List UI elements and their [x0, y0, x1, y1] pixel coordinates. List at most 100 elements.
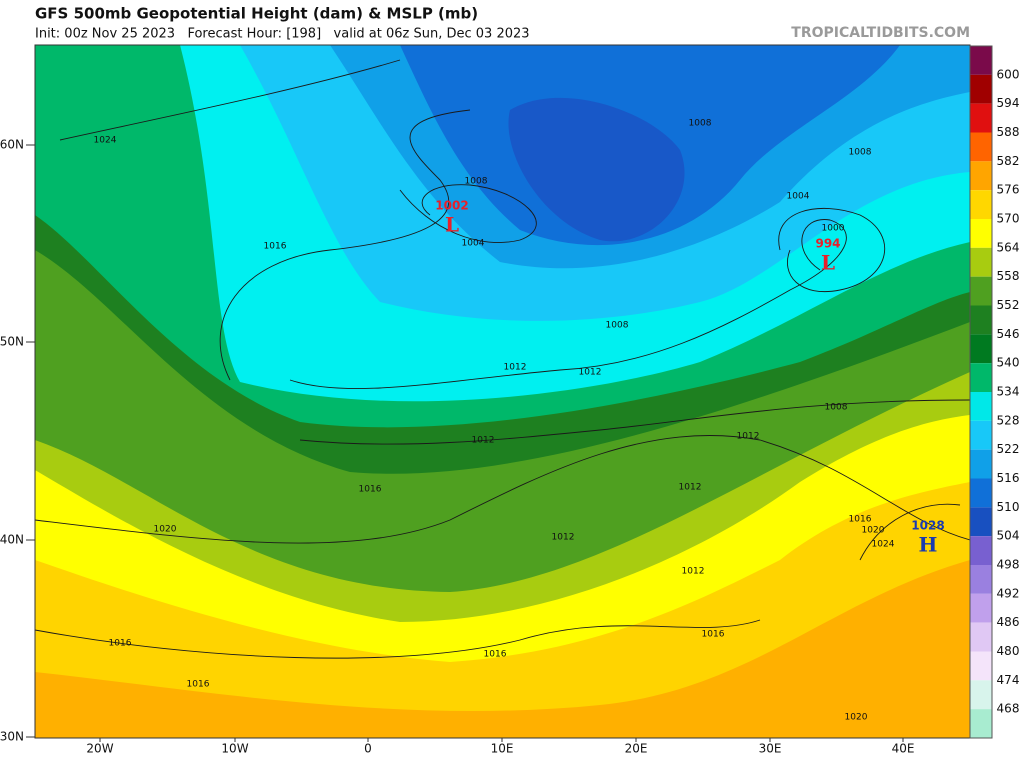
colorbar-cell	[970, 709, 992, 738]
colorbar-label: 510	[997, 500, 1020, 514]
colorbar-label: 588	[997, 125, 1020, 139]
colorbar-cell	[970, 219, 992, 248]
colorbar-cell	[970, 334, 992, 364]
isobar-label: 1012	[552, 533, 575, 543]
isobar-label: 1012	[679, 483, 702, 493]
lat-label: 40N	[0, 533, 24, 547]
isobar-label: 1016	[484, 650, 507, 660]
colorbar-label: 594	[997, 96, 1020, 110]
colorbar-cell	[970, 392, 992, 421]
colorbar-cell	[970, 46, 992, 75]
isobar-label: 1012	[737, 432, 760, 442]
isobar-label: 1004	[787, 192, 810, 202]
title: GFS 500mb Geopotential Height (dam) & MS…	[35, 5, 478, 23]
isobar-label: 1016	[187, 680, 210, 690]
lon-label: 0	[364, 742, 372, 756]
isobar-label: 1012	[472, 436, 495, 446]
lon-label: 20W	[86, 742, 113, 756]
isobar-label: 1024	[872, 540, 895, 550]
colorbar-cell	[970, 420, 992, 450]
colorbar-label: 552	[997, 298, 1020, 312]
colorbar-cell	[970, 132, 992, 162]
colorbar-cell	[970, 190, 992, 219]
colorbar-label: 504	[997, 529, 1020, 543]
colorbar-label: 516	[997, 471, 1020, 485]
colorbar-cell	[970, 247, 992, 277]
lon-label: 20E	[625, 742, 648, 756]
center-letter: H	[919, 533, 938, 557]
colorbar-cell	[970, 565, 992, 594]
colorbar-label: 546	[997, 327, 1020, 341]
isobar-label: 1008	[465, 177, 488, 187]
center-value: 1028	[911, 519, 944, 533]
isobar-label: 1012	[579, 368, 602, 378]
isobar-label: 1020	[154, 525, 177, 535]
lon-label: 10E	[491, 742, 514, 756]
colorbar-label: 480	[997, 644, 1020, 658]
isobar-label: 1016	[264, 242, 287, 252]
center-letter: L	[445, 213, 459, 237]
colorbar-cell	[970, 305, 992, 335]
band	[508, 97, 685, 242]
colorbar-label: 486	[997, 615, 1020, 629]
colorbar-label: 576	[997, 183, 1020, 197]
colorbar-cell	[970, 593, 992, 623]
colorbar-cell	[970, 622, 992, 652]
isobar-label: 1008	[606, 321, 629, 331]
colorbar-cell	[970, 103, 992, 133]
center-value: 1002	[435, 199, 468, 213]
isobar-label: 1012	[504, 363, 527, 373]
colorbar-cell	[970, 536, 992, 565]
colorbar-frame	[969, 45, 993, 739]
isobar-label: 1016	[702, 630, 725, 640]
colorbar-cell	[970, 161, 992, 191]
colorbar-cell	[970, 507, 992, 537]
isobar-label: 1020	[862, 526, 885, 536]
isobar-label: 1012	[682, 567, 705, 577]
colorbar-label: 564	[997, 240, 1020, 254]
lat-label: 60N	[0, 138, 24, 152]
lon-label: 40E	[892, 742, 915, 756]
colorbar-label: 468	[997, 702, 1020, 716]
colorbar-cell	[970, 363, 992, 392]
isobars	[35, 59, 970, 659]
colorbar-cell	[970, 680, 992, 710]
colorbar-label: 474	[997, 673, 1020, 687]
isobar-label: 1000	[822, 224, 845, 234]
colorbar-label: 492	[997, 586, 1020, 600]
colorbar-label: 534	[997, 385, 1020, 399]
subtitle: Init: 00z Nov 25 2023 Forecast Hour: [19…	[35, 27, 530, 42]
colorbar-label: 522	[997, 442, 1020, 456]
center-value: 994	[815, 237, 840, 251]
colorbar-label: 540	[997, 356, 1020, 370]
colorbar-label: 570	[997, 212, 1020, 226]
colorbar-label: 528	[997, 413, 1020, 427]
lon-label: 10W	[221, 742, 248, 756]
isobar-label: 1008	[849, 148, 872, 158]
colorbar-cell	[970, 74, 992, 104]
watermark: TROPICALTIDBITS.COM	[791, 25, 970, 41]
colorbar-cell	[970, 651, 992, 681]
isobar-label: 1020	[845, 713, 868, 723]
isobar-label: 1016	[359, 485, 382, 495]
lat-label: 30N	[0, 730, 24, 744]
lon-label: 30E	[759, 742, 782, 756]
isobar-label: 1024	[94, 136, 117, 146]
map-area	[35, 45, 970, 738]
isobar-label: 1016	[849, 515, 872, 525]
colorbar-cell	[970, 276, 992, 306]
lat-label: 50N	[0, 335, 24, 349]
colorbar-cell	[970, 478, 992, 508]
isobar-label: 1004	[462, 239, 485, 249]
colorbar-label: 600	[997, 67, 1020, 81]
colorbar-cell	[970, 449, 992, 479]
center-letter: L	[821, 251, 835, 275]
isobar-label: 1016	[109, 639, 132, 649]
colorbar-label: 498	[997, 558, 1020, 572]
isobar-label: 1008	[689, 119, 712, 129]
colorbar-label: 582	[997, 154, 1020, 168]
colorbar-label: 558	[997, 269, 1020, 283]
isobar-label: 1008	[825, 403, 848, 413]
